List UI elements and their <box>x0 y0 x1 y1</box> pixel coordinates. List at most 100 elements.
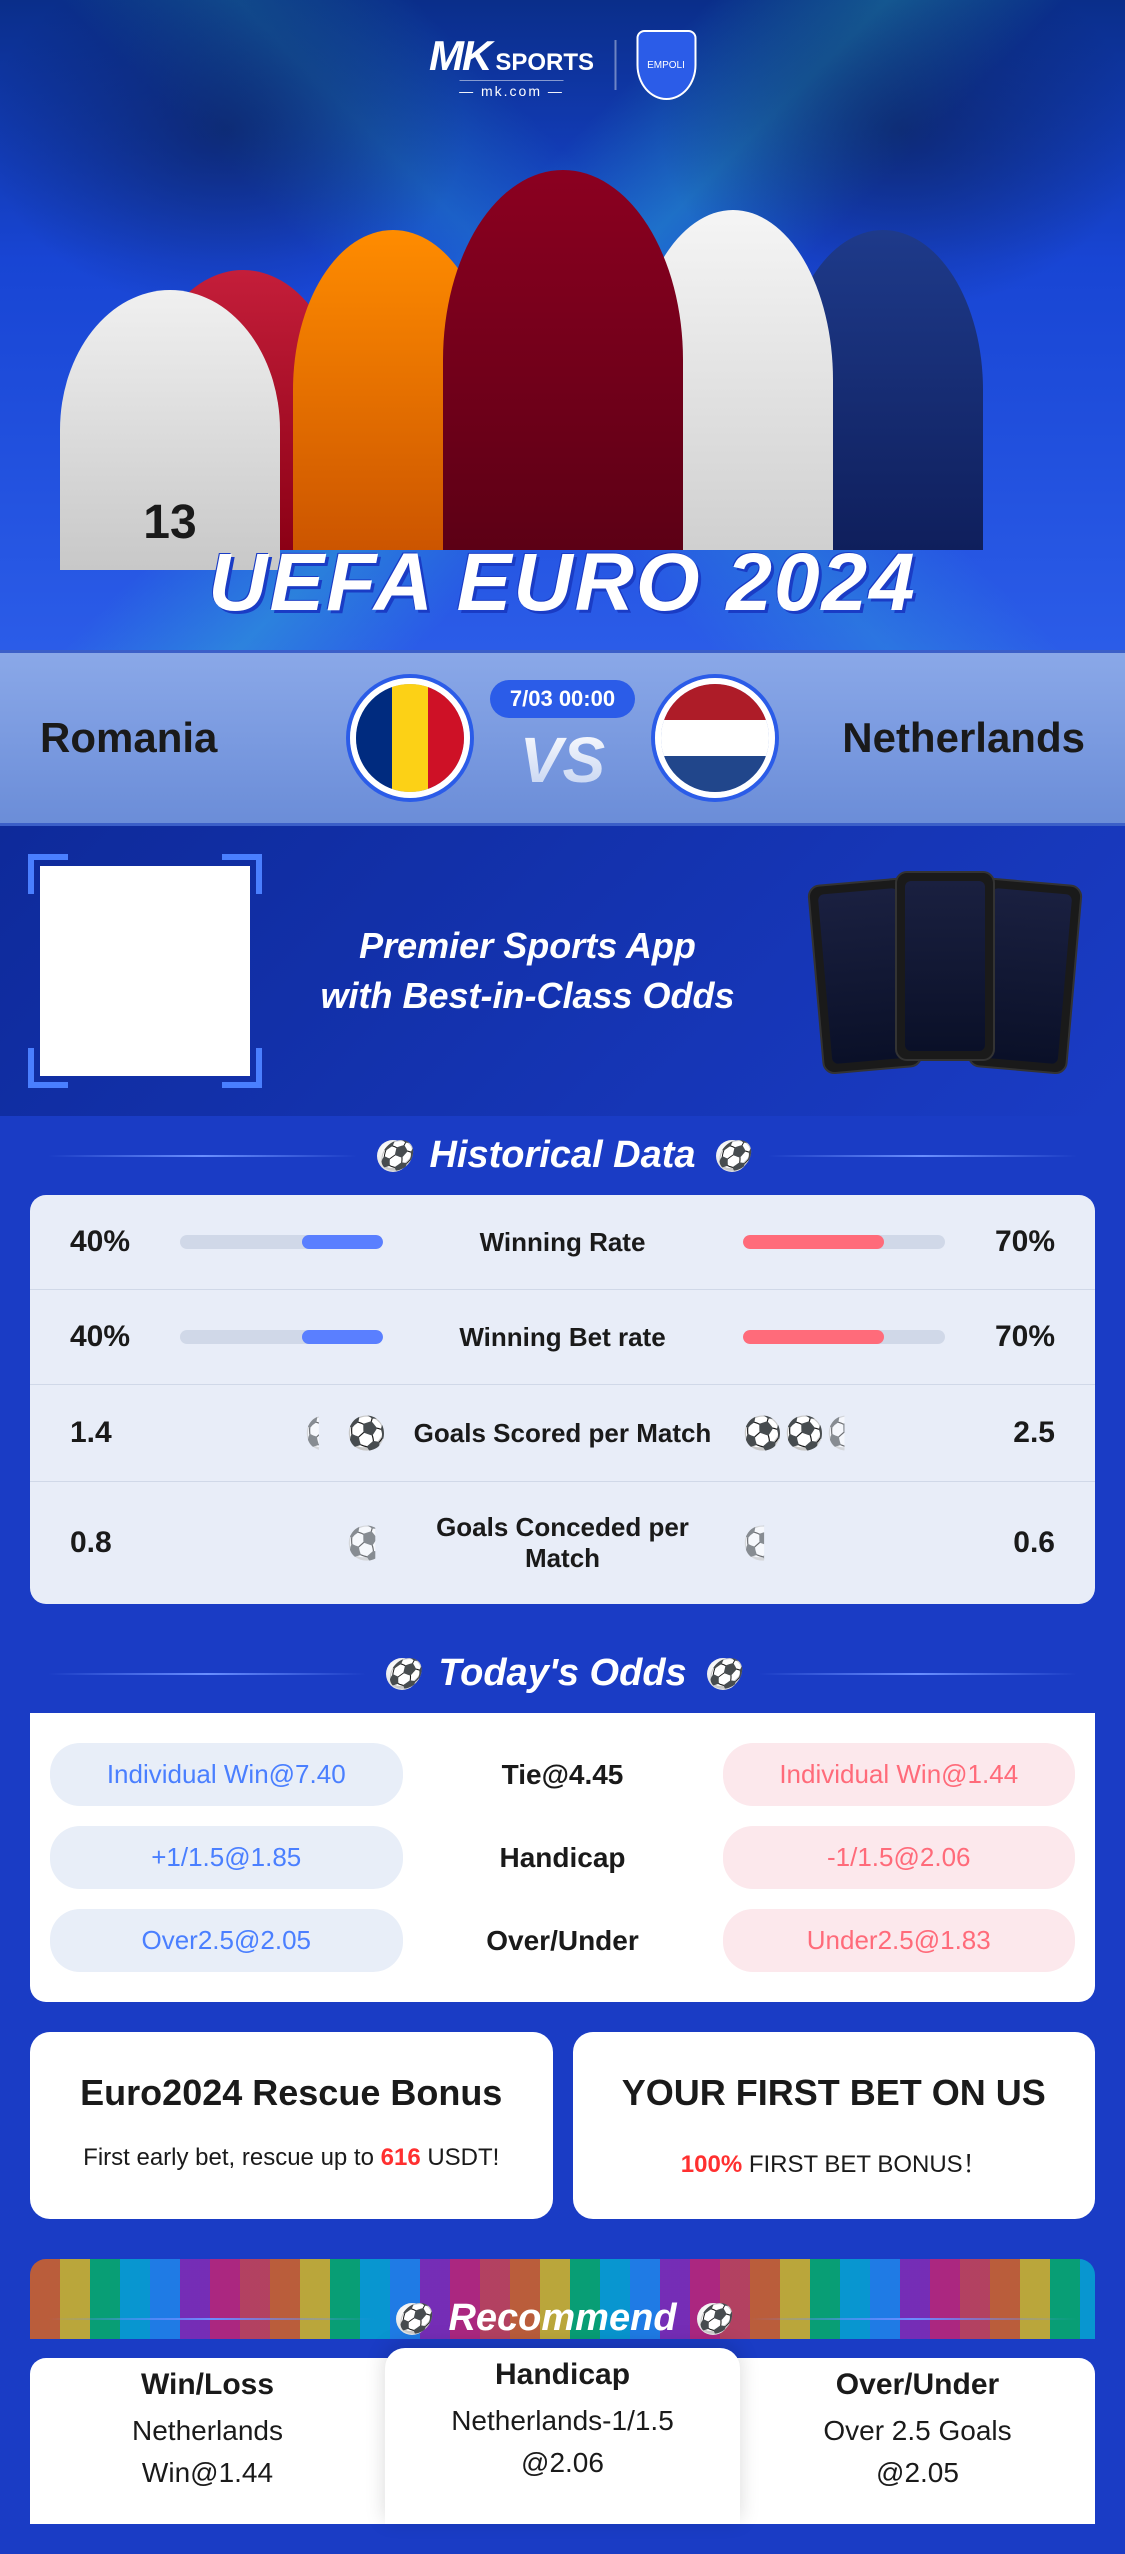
odds-team2-pill[interactable]: Under2.5@1.83 <box>723 1909 1076 1972</box>
bonus-title: YOUR FIRST BET ON US <box>603 2072 1066 2114</box>
brand-sports: SPORTS <box>495 49 594 77</box>
hist-right-value: 70% <box>965 1320 1055 1354</box>
odds-center-label: Handicap <box>423 1842 703 1874</box>
bonus-card[interactable]: Euro2024 Rescue Bonus First early bet, r… <box>30 2032 553 2219</box>
rec-col-line1: Netherlands <box>50 2410 365 2452</box>
odds-team1-pill[interactable]: Over2.5@2.05 <box>50 1909 403 1972</box>
hist-label: Goals Conceded per Match <box>403 1512 723 1574</box>
historical-row: 40% Winning Rate 70% <box>30 1195 1095 1290</box>
hist-left-bar <box>180 1330 383 1344</box>
team2-flag-icon <box>655 678 775 798</box>
player-front <box>60 290 280 570</box>
hist-right-bar <box>743 1235 946 1249</box>
rec-col-title: Win/Loss <box>50 2368 365 2402</box>
rec-col-title: Over/Under <box>760 2368 1075 2402</box>
odds-body: Individual Win@7.40 Tie@4.45 Individual … <box>30 1713 1095 2002</box>
odds-team1-pill[interactable]: Individual Win@7.40 <box>50 1743 403 1806</box>
ball-icon: ⚽ <box>743 1415 779 1451</box>
hist-left-balls: ⚽ <box>180 1525 383 1561</box>
recommend-column[interactable]: Handicap Netherlands-1/1.5 @2.06 <box>385 2348 740 2524</box>
ball-icon: ⚽ <box>347 1415 383 1451</box>
rec-col-title: Handicap <box>405 2358 720 2392</box>
ball-icon <box>377 1140 409 1172</box>
rec-col-line1: Over 2.5 Goals <box>760 2410 1075 2452</box>
vs-label: VS <box>520 723 605 797</box>
app-promo-section: Premier Sports App with Best-in-Class Od… <box>0 826 1125 1116</box>
bonus-text: 100% FIRST BET BONUS！ <box>603 2144 1066 2179</box>
historical-section: Historical Data 40% Winning Rate 70% 40%… <box>30 1116 1095 1604</box>
hist-left-balls: ⚽⚽ <box>180 1415 383 1451</box>
odds-row: +1/1.5@1.85 Handicap -1/1.5@2.06 <box>50 1816 1075 1899</box>
hist-left-value: 1.4 <box>70 1416 160 1450</box>
odds-section: Today's Odds Individual Win@7.40 Tie@4.4… <box>30 1634 1095 2002</box>
rec-col-line2: @2.05 <box>760 2452 1075 2494</box>
recommend-column[interactable]: Win/Loss Netherlands Win@1.44 <box>30 2358 385 2524</box>
odds-title: Today's Odds <box>438 1652 686 1695</box>
match-center: 7/03 00:00 VS <box>350 678 775 798</box>
hist-right-value: 2.5 <box>965 1416 1055 1450</box>
hist-left-value: 0.8 <box>70 1526 160 1560</box>
ball-icon <box>716 1140 748 1172</box>
ball-half-icon: ⚽ <box>743 1525 779 1561</box>
hist-left-bar <box>180 1235 383 1249</box>
match-datetime: 7/03 00:00 <box>490 680 635 718</box>
rec-col-line2: @2.06 <box>405 2442 720 2484</box>
historical-title: Historical Data <box>429 1134 695 1177</box>
hist-label: Winning Bet rate <box>403 1322 723 1353</box>
recommend-header: Recommend <box>30 2279 1095 2358</box>
team1-flag-icon <box>350 678 470 798</box>
hist-right-balls: ⚽⚽⚽ <box>743 1415 946 1451</box>
historical-row: 1.4 ⚽⚽ Goals Scored per Match ⚽⚽⚽ 2.5 <box>30 1385 1095 1482</box>
ball-half-icon: ⚽ <box>347 1525 383 1561</box>
recommend-column[interactable]: Over/Under Over 2.5 Goals @2.05 <box>740 2358 1095 2524</box>
hist-right-bar <box>743 1330 946 1344</box>
team2-name: Netherlands <box>785 714 1085 762</box>
odds-row: Over2.5@2.05 Over/Under Under2.5@1.83 <box>50 1899 1075 1982</box>
odds-team2-pill[interactable]: -1/1.5@2.06 <box>723 1826 1076 1889</box>
hero-title: UEFA EURO 2024 <box>208 536 917 630</box>
recommend-title: Recommend <box>448 2297 676 2340</box>
historical-row: 0.8 ⚽ Goals Conceded per Match ⚽ 0.6 <box>30 1482 1095 1604</box>
bonus-card[interactable]: YOUR FIRST BET ON US 100% FIRST BET BONU… <box>573 2032 1096 2219</box>
qr-code[interactable] <box>40 866 250 1076</box>
hist-right-value: 70% <box>965 1225 1055 1259</box>
logo-divider <box>614 40 616 90</box>
promo-text: Premier Sports App with Best-in-Class Od… <box>280 921 775 1022</box>
rec-col-line1: Netherlands-1/1.5 <box>405 2400 720 2442</box>
bonus-cards-row: Euro2024 Rescue Bonus First early bet, r… <box>30 2032 1095 2219</box>
bonus-title: Euro2024 Rescue Bonus <box>60 2072 523 2114</box>
hist-label: Goals Scored per Match <box>403 1418 723 1449</box>
match-banner: Romania 7/03 00:00 VS Netherlands <box>0 650 1125 826</box>
recommend-body: Win/Loss Netherlands Win@1.44 Handicap N… <box>30 2358 1095 2524</box>
ball-icon <box>707 1658 739 1690</box>
odds-row: Individual Win@7.40 Tie@4.45 Individual … <box>50 1733 1075 1816</box>
club-badge-icon: EMPOLI <box>636 30 696 100</box>
hist-left-value: 40% <box>70 1225 160 1259</box>
odds-header: Today's Odds <box>30 1634 1095 1713</box>
odds-team1-pill[interactable]: +1/1.5@1.85 <box>50 1826 403 1889</box>
odds-team2-pill[interactable]: Individual Win@1.44 <box>723 1743 1076 1806</box>
bonus-text: First early bet, rescue up to 616 USDT! <box>60 2144 523 2172</box>
ball-icon: ⚽ <box>785 1415 821 1451</box>
hist-right-value: 0.6 <box>965 1526 1055 1560</box>
odds-center-label: Tie@4.45 <box>423 1759 703 1791</box>
team1-name: Romania <box>40 714 340 762</box>
vs-block: 7/03 00:00 VS <box>490 680 635 797</box>
mk-sports-logo[interactable]: MK SPORTS — mk.com — <box>429 32 594 99</box>
brand-mk: MK <box>429 32 490 80</box>
phone-mockups-icon <box>805 871 1085 1071</box>
ball-icon <box>396 2303 428 2335</box>
logo-row: MK SPORTS — mk.com — EMPOLI <box>429 30 696 100</box>
historical-body: 40% Winning Rate 70% 40% Winning Bet rat… <box>30 1195 1095 1604</box>
rec-col-line2: Win@1.44 <box>50 2452 365 2494</box>
ball-half-icon: ⚽ <box>305 1415 341 1451</box>
recommend-section: Recommend Win/Loss Netherlands Win@1.44 … <box>30 2279 1095 2524</box>
hero-banner: MK SPORTS — mk.com — EMPOLI UEFA EURO 20… <box>0 0 1125 650</box>
promo-line2: with Best-in-Class Odds <box>280 971 775 1021</box>
odds-center-label: Over/Under <box>423 1925 703 1957</box>
hist-label: Winning Rate <box>403 1227 723 1258</box>
brand-url: — mk.com — <box>459 80 564 99</box>
historical-row: 40% Winning Bet rate 70% <box>30 1290 1095 1385</box>
hist-right-balls: ⚽ <box>743 1525 946 1561</box>
ball-icon <box>697 2303 729 2335</box>
